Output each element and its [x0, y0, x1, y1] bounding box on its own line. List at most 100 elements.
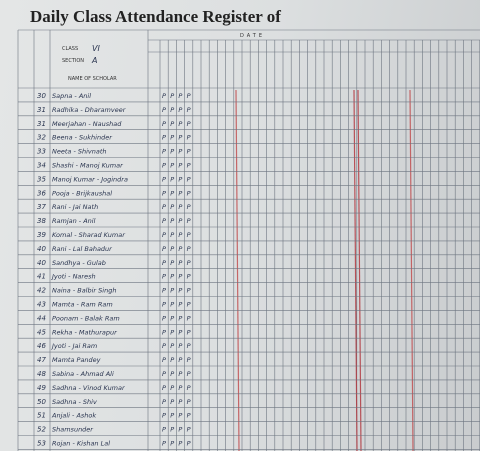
- ink-line: [353, 89, 358, 451]
- attendance-mark: P: [170, 301, 174, 309]
- attendance-mark: P: [187, 148, 191, 156]
- attendance-mark: P: [162, 426, 166, 434]
- attendance-mark: P: [170, 370, 174, 378]
- attendance-mark: P: [178, 356, 182, 364]
- attendance-mark: P: [187, 356, 191, 364]
- attendance-mark: P: [162, 189, 166, 197]
- attendance-mark: P: [162, 342, 166, 350]
- attendance-mark: P: [187, 287, 191, 295]
- roll-number: 47: [37, 356, 46, 364]
- attendance-mark: P: [178, 134, 182, 142]
- scholar-name: Komal - Sharad Kumar: [52, 231, 126, 239]
- attendance-mark: P: [187, 384, 191, 392]
- attendance-mark: P: [187, 162, 191, 170]
- roll-number: 48: [37, 370, 46, 378]
- roll-number: 41: [37, 273, 46, 281]
- attendance-mark: P: [178, 301, 182, 309]
- attendance-mark: P: [170, 259, 174, 267]
- attendance-mark: P: [178, 370, 182, 378]
- attendance-mark: P: [187, 314, 191, 322]
- attendance-mark: P: [162, 273, 166, 281]
- attendance-mark: P: [178, 342, 182, 350]
- attendance-mark: P: [187, 92, 191, 100]
- ink-line: [235, 89, 240, 451]
- attendance-mark: P: [170, 384, 174, 392]
- roll-number: 34: [37, 162, 46, 170]
- attendance-mark: P: [178, 398, 182, 406]
- roll-number: 42: [37, 287, 46, 295]
- roll-number: 53: [37, 440, 46, 448]
- attendance-mark: P: [178, 273, 182, 281]
- attendance-mark: P: [162, 231, 166, 239]
- scholar-name: Jyoti - Jai Ram: [50, 342, 97, 350]
- attendance-mark: P: [187, 328, 191, 336]
- attendance-mark: P: [170, 134, 174, 142]
- scholar-name: Mamta - Ram Ram: [52, 301, 113, 309]
- attendance-mark: P: [187, 231, 191, 239]
- roll-number: 30: [37, 92, 46, 100]
- roll-number: 31: [37, 120, 46, 128]
- scholar-name: Sandhya - Gulab: [52, 259, 106, 267]
- attendance-mark: P: [178, 328, 182, 336]
- scholar-name: Beena - Sukhinder: [52, 134, 113, 142]
- attendance-mark: P: [178, 231, 182, 239]
- attendance-mark: P: [178, 162, 182, 170]
- date-label: DATE: [240, 33, 265, 39]
- attendance-mark: P: [170, 217, 174, 225]
- attendance-mark: P: [187, 273, 191, 281]
- attendance-mark: P: [170, 231, 174, 239]
- class-label: CLASS: [62, 46, 78, 52]
- attendance-mark: P: [178, 189, 182, 197]
- attendance-mark: P: [178, 217, 182, 225]
- attendance-mark: P: [170, 287, 174, 295]
- attendance-mark: P: [170, 175, 174, 183]
- ink-line: [409, 89, 414, 451]
- attendance-mark: P: [187, 301, 191, 309]
- attendance-mark: P: [178, 120, 182, 128]
- attendance-mark: P: [162, 384, 166, 392]
- attendance-mark: P: [170, 273, 174, 281]
- scholar-name: Ramjan - Anil: [52, 217, 96, 225]
- attendance-mark: P: [162, 398, 166, 406]
- attendance-mark: P: [170, 328, 174, 336]
- scholar-name: Pooja - Brijkaushal: [52, 189, 112, 197]
- attendance-mark: P: [187, 370, 191, 378]
- attendance-mark: P: [178, 106, 182, 114]
- attendance-mark: P: [170, 92, 174, 100]
- attendance-mark: P: [162, 259, 166, 267]
- scholar-name: Shamsunder: [52, 426, 94, 434]
- scholar-name: Meerjahan - Naushad: [52, 120, 122, 128]
- attendance-mark: P: [170, 412, 174, 420]
- attendance-mark: P: [178, 314, 182, 322]
- attendance-mark: P: [187, 120, 191, 128]
- attendance-mark: P: [178, 92, 182, 100]
- attendance-mark: P: [162, 328, 166, 336]
- roll-number: 32: [37, 134, 46, 142]
- attendance-mark: P: [187, 203, 191, 211]
- attendance-mark: P: [162, 356, 166, 364]
- attendance-mark: P: [178, 148, 182, 156]
- scholar-name: Rani - Jai Nath: [52, 203, 98, 211]
- roll-number: 43: [37, 301, 46, 309]
- attendance-mark: P: [178, 203, 182, 211]
- attendance-mark: P: [162, 175, 166, 183]
- scholar-name: Naina - Balbir Singh: [52, 287, 116, 295]
- attendance-mark: P: [170, 440, 174, 448]
- attendance-mark: P: [170, 148, 174, 156]
- attendance-mark: P: [187, 412, 191, 420]
- attendance-mark: P: [162, 287, 166, 295]
- attendance-mark: P: [170, 356, 174, 364]
- name-label: NAME OF SCHOLAR: [68, 76, 117, 82]
- attendance-mark: P: [162, 92, 166, 100]
- roll-number: 36: [37, 189, 46, 197]
- roll-number: 31: [37, 106, 46, 114]
- attendance-mark: P: [178, 245, 182, 253]
- attendance-mark: P: [170, 120, 174, 128]
- roll-number: 50: [37, 398, 46, 406]
- attendance-mark: P: [178, 259, 182, 267]
- roll-number: 52: [37, 426, 46, 434]
- roll-number: 46: [37, 342, 46, 350]
- attendance-mark: P: [162, 412, 166, 420]
- section-value: A: [91, 56, 97, 65]
- attendance-mark: P: [170, 245, 174, 253]
